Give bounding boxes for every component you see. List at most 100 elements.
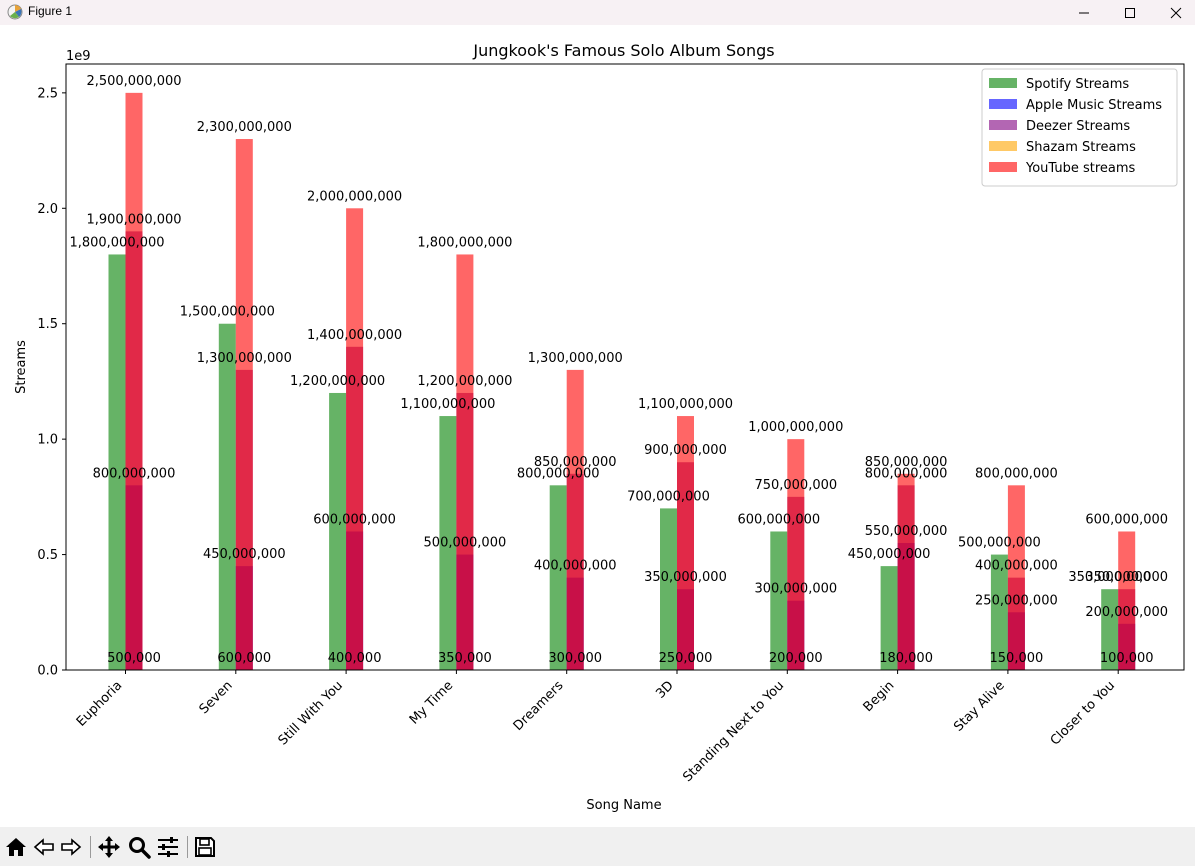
x-tick-label: Euphoria — [74, 678, 125, 729]
bar-spotify-streams — [1101, 589, 1119, 670]
y-axis: 0.0 0.5 1.0 1.5 2.0 2.5 — [37, 86, 66, 679]
legend-swatch — [989, 141, 1017, 151]
bar-value-label: 600,000,000 — [737, 512, 820, 527]
legend-swatch — [989, 78, 1017, 88]
bar-value-label: 450,000,000 — [203, 547, 286, 562]
back-button[interactable] — [30, 833, 58, 861]
bar-value-label: 100,000 — [1100, 651, 1154, 666]
bar-value-label: 400,000,000 — [534, 559, 617, 574]
bar-value-label: 800,000,000 — [517, 466, 600, 481]
back-icon — [33, 838, 54, 856]
bar-value-label: 1,300,000,000 — [528, 351, 623, 366]
bar-value-label: 350,000 — [438, 651, 492, 666]
chart-title: Jungkook's Famous Solo Album Songs — [472, 41, 774, 60]
legend: Spotify Streams Apple Music Streams Deezer… — [981, 68, 1178, 187]
bar-spotify-streams — [439, 416, 457, 670]
home-button[interactable] — [2, 833, 30, 861]
bar-value-label: 1,100,000,000 — [400, 397, 495, 412]
toolbar-separator — [90, 836, 91, 858]
bar-spotify-streams — [218, 323, 236, 670]
save-icon — [195, 837, 215, 857]
bars-layer — [108, 92, 1136, 671]
bar-value-label: 750,000,000 — [754, 478, 837, 493]
bar-spotify-streams — [108, 254, 126, 670]
bar-youtube-streams — [125, 92, 143, 671]
bar-chart: 0.0 0.5 1.0 1.5 2.0 2.5 Euphoria Seven Still Wi… — [14, 41, 1185, 813]
x-tick-label: Stay Alive — [951, 678, 1008, 735]
x-tick-label: Closer to You — [1048, 678, 1118, 748]
bar-value-label: 1,100,000,000 — [638, 397, 733, 412]
bar-value-label: 1,200,000,000 — [290, 374, 385, 389]
bar-value-label: 400,000 — [328, 651, 382, 666]
bar-value-label: 500,000 — [107, 651, 161, 666]
maximize-icon — [1125, 7, 1135, 18]
bar-value-label: 2,300,000,000 — [197, 120, 292, 135]
y-tick-label: 2.5 — [37, 86, 58, 101]
legend-swatch — [989, 120, 1017, 130]
maximize-button[interactable] — [1107, 0, 1153, 25]
zoom-icon — [129, 837, 151, 859]
x-axis: Euphoria Seven Still With You My Time Dreame… — [74, 670, 1119, 785]
bar-value-label: 200,000,000 — [1085, 605, 1168, 620]
y-tick-label: 0.0 — [37, 664, 58, 679]
bar-youtube-streams — [1007, 485, 1025, 670]
bar-value-label: 1,200,000,000 — [417, 374, 512, 389]
bar-value-label: 600,000,000 — [1085, 512, 1168, 527]
x-axis-label: Song Name — [586, 798, 661, 813]
bar-youtube-streams — [566, 369, 584, 670]
configure-subplots-button[interactable] — [154, 833, 182, 861]
legend-swatch — [989, 162, 1017, 172]
y-tick-label: 1.5 — [37, 317, 58, 332]
bar-value-label: 450,000,000 — [848, 547, 931, 562]
x-tick-label: Begin — [861, 678, 898, 715]
minimize-button[interactable] — [1061, 0, 1107, 25]
bar-value-label: 800,000,000 — [93, 466, 176, 481]
bar-value-label: 250,000 — [659, 651, 713, 666]
x-tick-label: Dreamers — [511, 678, 567, 734]
y-tick-label: 0.5 — [37, 548, 58, 563]
bar-value-label: 600,000,000 — [313, 512, 396, 527]
bar-spotify-streams — [549, 485, 567, 670]
bar-value-label: 350,000,000 — [1085, 570, 1168, 585]
bar-value-label: 1,900,000,000 — [86, 212, 181, 227]
minimize-icon — [1079, 12, 1089, 13]
bar-value-label: 1,800,000,000 — [417, 235, 512, 250]
window-titlebar: Figure 1 — [0, 0, 1195, 25]
bar-spotify-streams — [329, 392, 347, 670]
toolbar-separator — [187, 836, 188, 858]
bar-value-label: 850,000,000 — [865, 455, 948, 470]
legend-box — [981, 68, 1178, 187]
forward-icon — [61, 838, 82, 856]
bar-youtube-streams — [787, 439, 805, 670]
forward-button[interactable] — [57, 833, 85, 861]
pan-icon — [98, 836, 120, 858]
bar-value-label: 300,000,000 — [754, 582, 837, 597]
figure-canvas[interactable]: 0.0 0.5 1.0 1.5 2.0 2.5 Euphoria Seven Still Wi… — [0, 25, 1195, 827]
x-tick-label: 3D — [653, 678, 677, 702]
x-tick-label: Seven — [197, 678, 236, 717]
plot-frame — [65, 63, 1185, 671]
bar-value-label: 300,000 — [548, 651, 602, 666]
bar-spotify-streams — [660, 508, 677, 670]
bar-value-label: 1,300,000,000 — [197, 351, 292, 366]
close-button[interactable] — [1153, 0, 1195, 25]
bar-value-label: 350,000,000 — [644, 570, 727, 585]
bar-value-label: 1,000,000,000 — [748, 420, 843, 435]
close-icon — [1170, 7, 1182, 18]
bar-value-label: 150,000 — [990, 651, 1044, 666]
bar-value-label: 350,000,000 — [1068, 570, 1151, 585]
bar-value-label: 850,000,000 — [534, 455, 617, 470]
bar-value-label: 400,000,000 — [975, 559, 1058, 574]
bar-value-label: 600,000 — [217, 651, 271, 666]
zoom-button[interactable] — [125, 833, 153, 861]
y-axis-label: Streams — [14, 340, 29, 394]
save-button[interactable] — [191, 833, 219, 861]
x-tick-label: Still With You — [276, 678, 346, 748]
x-tick-label: My Time — [407, 678, 456, 727]
bar-youtube-streams — [456, 254, 474, 670]
pan-button[interactable] — [95, 833, 123, 861]
bar-value-label: 800,000,000 — [865, 466, 948, 481]
legend-label: Deezer Streams — [1026, 119, 1130, 134]
bar-value-label: 1,500,000,000 — [180, 305, 275, 320]
bar-value-label: 200,000 — [769, 651, 823, 666]
